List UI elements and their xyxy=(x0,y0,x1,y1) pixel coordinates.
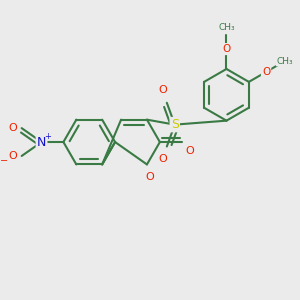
Text: O: O xyxy=(158,154,167,164)
Text: O: O xyxy=(222,44,231,54)
Text: O: O xyxy=(262,67,270,77)
Text: −: − xyxy=(0,156,8,166)
Text: O: O xyxy=(8,151,17,161)
Text: O: O xyxy=(146,172,154,182)
Text: +: + xyxy=(44,132,51,141)
Text: O: O xyxy=(186,146,194,156)
Text: O: O xyxy=(8,123,17,133)
Text: CH₃: CH₃ xyxy=(218,23,235,32)
Text: O: O xyxy=(158,85,167,95)
Text: CH₃: CH₃ xyxy=(277,56,293,65)
Text: N: N xyxy=(37,136,46,148)
Text: S: S xyxy=(171,118,179,131)
